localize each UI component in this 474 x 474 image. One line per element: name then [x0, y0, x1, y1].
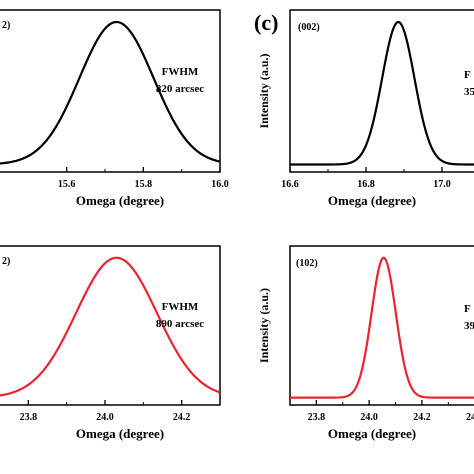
x-tick-label: 24.2: [173, 412, 191, 423]
plot-frame: [289, 245, 474, 406]
x-axis-label: Omega (degree): [76, 193, 164, 208]
x-tick-label: 15.6: [58, 179, 76, 190]
x-tick-label: 23.8: [308, 412, 326, 423]
rocking-curve-line: [0, 20, 220, 165]
x-tick-label: 16.0: [211, 179, 229, 190]
plane-label: 2): [2, 256, 10, 267]
fwhm-annotation: FWHM: [162, 301, 199, 313]
rocking-curve-line: [290, 20, 474, 166]
fwhm-annotation: 39: [464, 320, 474, 332]
rocking-curve-line: [290, 256, 474, 399]
plot-frame: [289, 9, 474, 173]
fwhm-annotation: F: [464, 69, 471, 81]
x-tick-label: 16.6: [281, 179, 299, 190]
fwhm-annotation: FWHM: [162, 66, 199, 78]
x-tick-label: 17.0: [433, 179, 451, 190]
x-tick-label: 24.0: [360, 412, 378, 423]
plane-label: (102): [296, 258, 318, 269]
x-tick-label: 15.8: [135, 179, 153, 190]
y-axis-label: Intensity (a.u.): [257, 53, 271, 128]
fwhm-annotation: F: [464, 303, 471, 315]
x-tick-label: 16.8: [357, 179, 375, 190]
fwhm-annotation: 35: [464, 86, 474, 98]
plane-label: 2): [2, 20, 10, 31]
x-tick-label: 23.8: [20, 412, 38, 423]
rocking-curve-line: [0, 256, 220, 397]
panel-letter: (c): [254, 10, 278, 35]
y-axis-label: Intensity (a.u.): [257, 288, 271, 363]
x-tick-label: 24.2: [413, 412, 431, 423]
plane-label: (002): [298, 22, 320, 33]
x-axis-label: Omega (degree): [328, 193, 416, 208]
x-tick-label: 24.0: [96, 412, 114, 423]
panel-2: 16.6 16.8 17.0 Omega (degree) Intensity (a.u…: [254, 9, 474, 208]
panel-1: 15.6 15.8 16.0 Omega (degree) 2) FWHM 820 arcs…: [0, 9, 229, 208]
fwhm-annotation: 890 arcsec: [156, 318, 204, 330]
x-axis-label: Omega (degree): [328, 426, 416, 441]
x-tick-label: 24.4: [466, 412, 474, 423]
x-axis-label: Omega (degree): [76, 426, 164, 441]
fwhm-annotation: 820 arcsec: [156, 83, 204, 95]
panel-3: 23.8 24.0 24.2 Omega (degree) 2) FWHM 890 arcs…: [0, 245, 221, 441]
panel-4: 23.8 24.0 24.2 24.4 Omega (degree) Intensity …: [257, 245, 474, 441]
